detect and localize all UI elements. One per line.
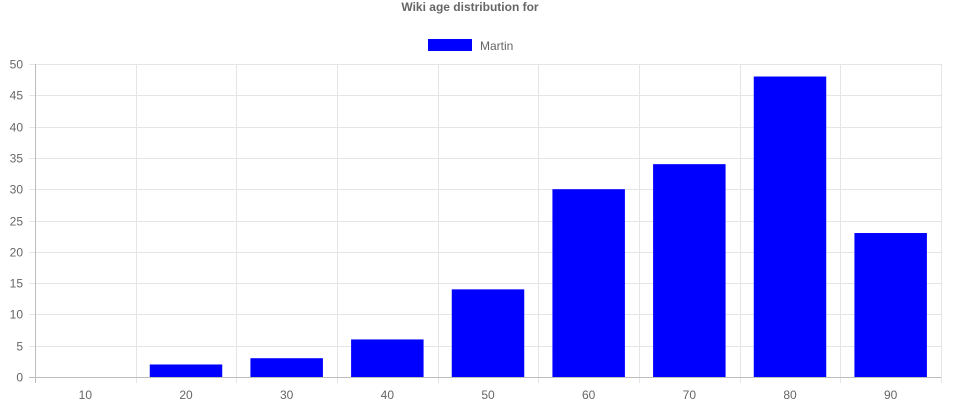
y-tick-label: 10 <box>10 308 24 322</box>
y-tick-label: 40 <box>10 121 24 135</box>
bar-50[interactable] <box>451 289 525 377</box>
x-tick-label: 70 <box>683 388 697 402</box>
bar-70[interactable] <box>653 164 726 377</box>
bar-90[interactable] <box>854 233 927 377</box>
y-tick-label: 20 <box>10 246 24 260</box>
x-tick-label: 90 <box>884 388 898 402</box>
x-tick-label: 50 <box>481 388 495 402</box>
legend-label-martin[interactable]: Martin <box>480 39 513 53</box>
legend-swatch-martin[interactable] <box>428 39 472 51</box>
bar-20[interactable] <box>149 364 223 377</box>
x-tick-label: 60 <box>582 388 596 402</box>
bars <box>149 76 927 378</box>
x-tick-label: 10 <box>79 388 93 402</box>
x-tick-label: 80 <box>783 388 797 402</box>
y-tick-label: 25 <box>10 215 24 229</box>
y-tick-label: 15 <box>10 277 24 291</box>
x-tick-label: 30 <box>280 388 294 402</box>
bar-60[interactable] <box>552 189 625 377</box>
chart-title: Wiki age distribution for <box>401 0 539 14</box>
bar-30[interactable] <box>250 358 323 377</box>
y-axis-ticks: 0 5 10 15 20 25 30 35 40 45 50 <box>10 58 24 385</box>
y-tick-label: 5 <box>16 340 23 354</box>
x-tick-label: 40 <box>381 388 395 402</box>
y-tick-label: 0 <box>16 371 23 385</box>
y-tick-label: 30 <box>10 183 24 197</box>
y-tick-label: 50 <box>10 58 24 72</box>
bar-40[interactable] <box>351 339 424 377</box>
x-tick-label: 20 <box>179 388 193 402</box>
y-tick-label: 45 <box>10 89 24 103</box>
x-axis-ticks: 10 20 30 40 50 60 70 80 90 <box>79 388 898 402</box>
y-tick-label: 35 <box>10 152 24 166</box>
bar-80[interactable] <box>753 76 827 378</box>
legend[interactable]: Martin <box>428 39 513 53</box>
